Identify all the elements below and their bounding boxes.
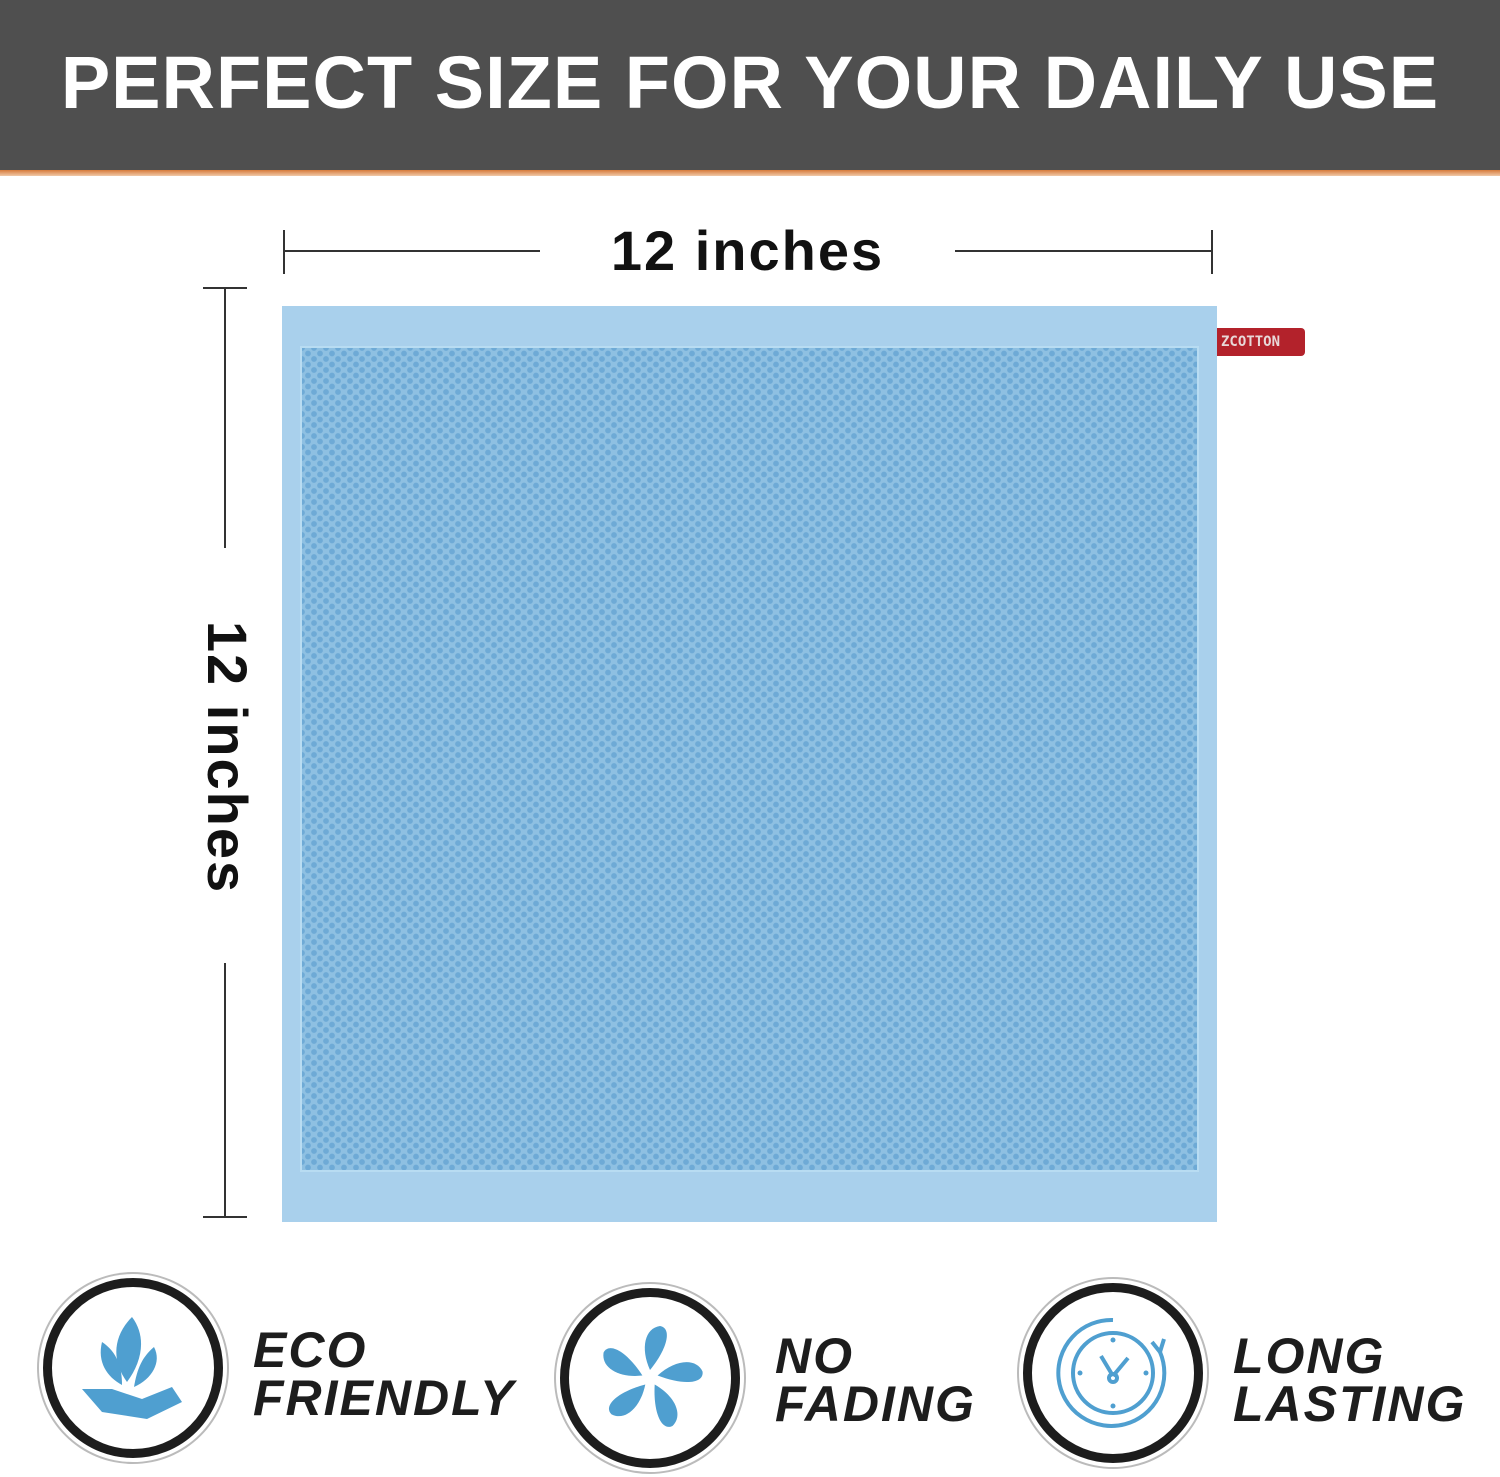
header-banner xyxy=(0,0,1500,170)
dimension-tick xyxy=(203,1216,247,1218)
feature-eco-friendly: ECO FRIENDLY xyxy=(253,1322,516,1426)
leaf-hand-icon xyxy=(43,1278,223,1458)
pinwheel-icon xyxy=(560,1288,740,1468)
feature-no-fading: NO FADING xyxy=(775,1328,976,1432)
feature-line: FADING xyxy=(775,1376,976,1432)
header-accent-line xyxy=(0,170,1500,176)
dimension-tick xyxy=(283,230,285,274)
page-title: PERFECT SIZE FOR YOUR DAILY USE xyxy=(60,41,1440,124)
brand-tag: ZCOTTON xyxy=(1217,328,1305,356)
feature-line: LASTING xyxy=(1233,1376,1467,1432)
width-dimension-line xyxy=(955,250,1212,252)
width-label: 12 inches xyxy=(610,219,885,282)
feature-line: FRIENDLY xyxy=(253,1370,516,1426)
feature-line: NO xyxy=(775,1328,854,1384)
dimension-tick xyxy=(1211,230,1213,274)
height-label: 12 inches xyxy=(196,620,259,895)
towel-waffle-texture xyxy=(300,346,1199,1172)
feature-line: ECO xyxy=(253,1322,368,1378)
width-dimension-line xyxy=(284,250,540,252)
clock-refresh-icon xyxy=(1023,1283,1203,1463)
feature-long-lasting: LONG LASTING xyxy=(1233,1328,1467,1432)
feature-line: LONG xyxy=(1233,1328,1386,1384)
product-towel-image xyxy=(282,306,1217,1222)
height-dimension-line xyxy=(224,963,226,1217)
height-dimension-line xyxy=(224,288,226,548)
